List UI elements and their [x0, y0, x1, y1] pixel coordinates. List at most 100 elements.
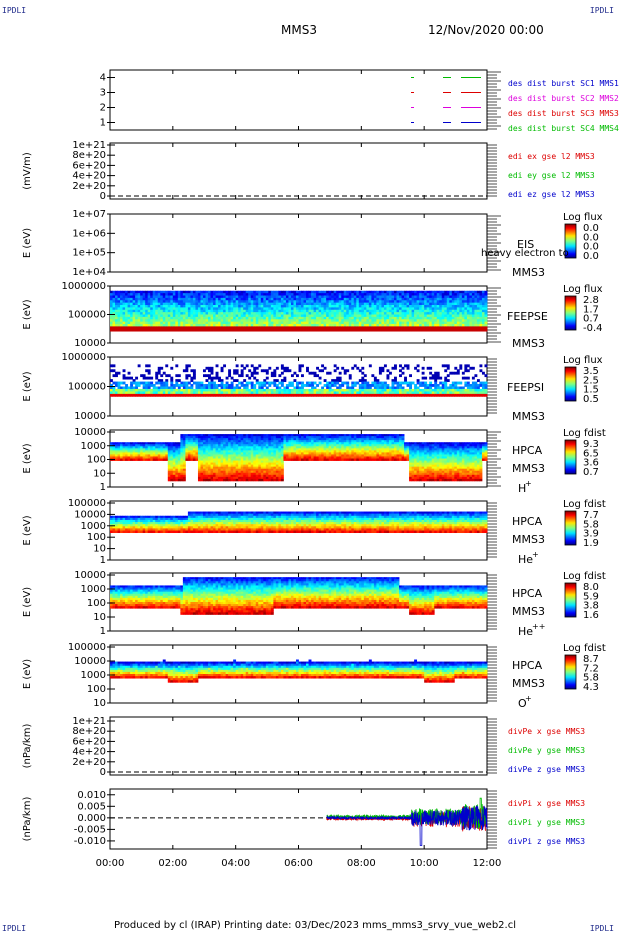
spectrogram-cell: [147, 391, 151, 395]
spectrogram-cell: [326, 384, 330, 387]
spectrogram-cell: [451, 293, 455, 296]
spectrogram-cell: [142, 295, 146, 299]
spectrogram-cell: [476, 386, 480, 390]
spectrogram-cell: [474, 374, 478, 378]
spectrogram-cell: [223, 458, 227, 461]
spectrogram-cell: [223, 470, 227, 474]
spectrogram-cell: [208, 295, 211, 299]
spectrogram-cell: [308, 290, 312, 294]
spectrogram-cell: [165, 312, 169, 315]
spectrogram-cell: [172, 454, 176, 457]
spectrogram-cell: [263, 450, 267, 453]
spectrogram-cell: [363, 319, 367, 323]
spectrogram-cell: [182, 466, 186, 470]
spectrogram-cell: [401, 312, 405, 315]
spectrogram-cell: [253, 474, 257, 478]
spectrogram-cell: [165, 386, 169, 390]
spectrogram-cell: [275, 384, 279, 387]
spectrogram-cell: [404, 312, 407, 315]
spectrogram-cell: [125, 328, 128, 332]
spectrogram-cell: [399, 388, 402, 392]
spectrogram-cell: [464, 316, 468, 320]
spectrogram-cell: [238, 436, 242, 439]
spectrogram-cell: [175, 456, 179, 459]
spectrogram-cell: [238, 454, 242, 457]
spectrogram-cell: [474, 321, 478, 325]
spectrogram-cell: [177, 293, 181, 296]
spectrogram-cell: [376, 309, 380, 313]
spectrogram-cell: [351, 293, 355, 296]
spectrogram-cell: [202, 321, 206, 325]
spectrogram-cell: [208, 458, 211, 461]
spectrogram-cell: [295, 374, 299, 378]
spectrogram-cell: [298, 393, 302, 397]
spectrogram-cell: [215, 454, 219, 457]
spectrogram-cell: [363, 302, 367, 306]
spectrogram-cell: [280, 381, 284, 385]
spectrogram-cell: [426, 391, 430, 395]
spectrogram-cell: [200, 328, 204, 332]
spectrogram-cell: [258, 442, 262, 445]
spectrogram-cell: [248, 326, 252, 330]
spectrogram-cell: [301, 381, 304, 385]
spectrogram-cell: [115, 442, 118, 445]
spectrogram-cell: [215, 371, 219, 375]
spectrogram-cell: [187, 391, 191, 395]
spectrogram-cell: [363, 379, 367, 382]
spectrogram-cell: [459, 324, 463, 327]
spectrogram-cell: [328, 300, 332, 304]
spectrogram-cell: [200, 472, 204, 476]
spectrogram-cell: [298, 293, 302, 296]
spectrogram-cell: [376, 295, 380, 299]
spectrogram-cell: [464, 309, 468, 313]
spectrogram-cell: [404, 393, 407, 397]
spectrogram-cell: [122, 452, 126, 455]
spectrogram-cell: [228, 388, 232, 392]
spectrogram-cell: [293, 388, 297, 392]
spectrogram-cell: [145, 321, 149, 325]
spectrogram-cell: [444, 379, 448, 382]
spectrogram-cell: [180, 309, 184, 313]
spectrogram-cell: [283, 369, 287, 373]
spectrogram-cell: [192, 302, 196, 306]
spectrogram-cell: [253, 434, 257, 437]
spectrogram-cell: [288, 328, 292, 332]
spectrogram-cell: [280, 297, 284, 301]
spectrogram-cell: [197, 324, 201, 327]
spectrogram-cell: [112, 328, 116, 332]
spectrogram-cell: [223, 452, 227, 455]
spectrogram-cell: [476, 391, 480, 395]
spectrogram-cell: [391, 297, 395, 301]
spectrogram-cell: [376, 307, 380, 311]
spectrogram-cell: [215, 472, 219, 476]
spectrogram-cell: [208, 376, 211, 380]
spectrogram-cell: [306, 307, 309, 311]
spectrogram-cell: [132, 316, 136, 320]
spectrogram-cell: [471, 305, 475, 308]
spectrogram-cell: [454, 297, 458, 301]
spectrogram-cell: [258, 293, 262, 296]
spectrogram-cell: [223, 474, 227, 478]
spectrogram-cell: [175, 374, 179, 378]
spectrogram-cell: [399, 364, 402, 368]
spectrogram-cell: [454, 386, 458, 390]
spectrogram-cell: [233, 438, 237, 441]
spectrogram-cell: [238, 293, 242, 296]
spectrogram-cell: [414, 319, 418, 323]
spectrogram-cell: [471, 300, 475, 304]
spectrogram-cell: [290, 381, 294, 385]
spectrogram-cell: [202, 312, 206, 315]
spectrogram-cell: [283, 319, 287, 323]
spectrogram-cell: [378, 366, 382, 370]
spectrogram-cell: [471, 326, 475, 330]
spectrogram-cell: [223, 324, 227, 327]
spectrogram-cell: [459, 381, 463, 385]
spectrogram-cell: [260, 468, 264, 472]
spectrogram-cell: [200, 454, 204, 457]
spectrogram-cell: [351, 319, 355, 323]
spectrogram-cell: [456, 293, 460, 296]
spectrogram-cell: [192, 391, 196, 395]
spectrogram-cell: [263, 314, 267, 318]
spectrogram-cell: [373, 305, 377, 308]
spectrogram-cell: [328, 302, 332, 306]
